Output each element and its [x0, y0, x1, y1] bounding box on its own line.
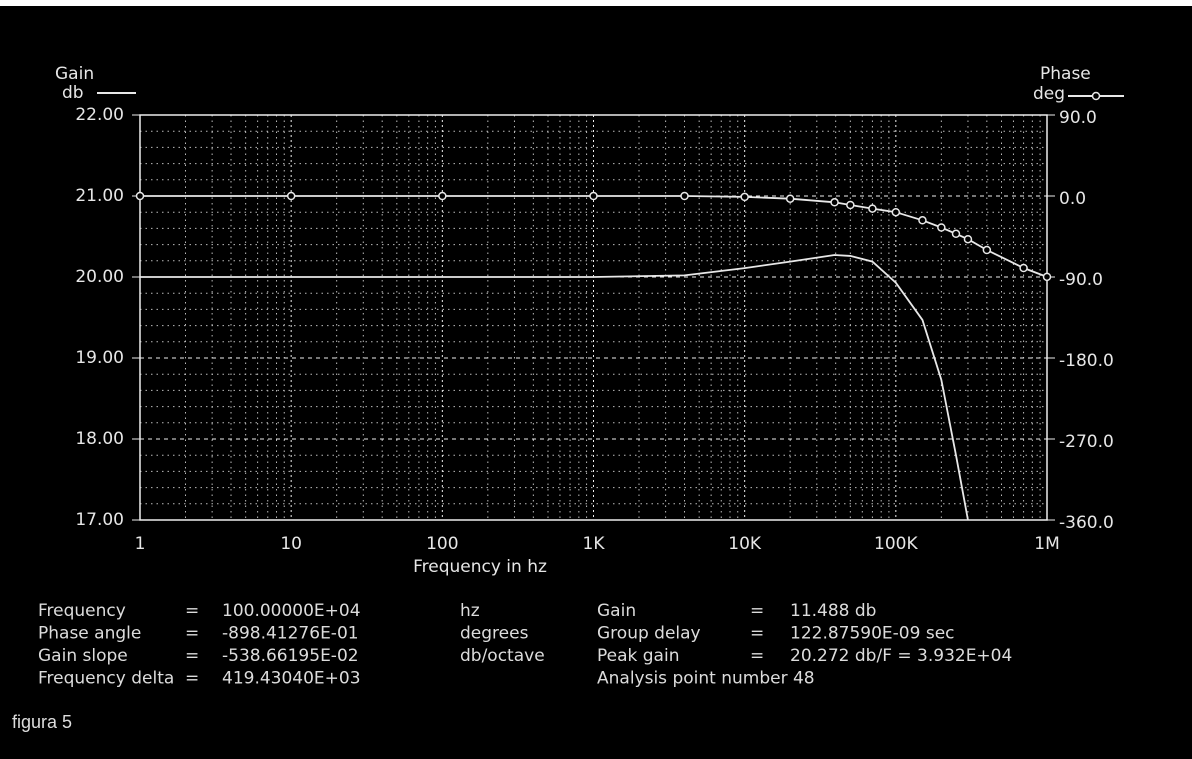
y-tick-label: 21.00 — [75, 186, 124, 206]
series-line — [140, 254, 969, 521]
series-marker — [785, 194, 795, 203]
series-marker — [937, 223, 946, 232]
x-tick-label: 10 — [280, 534, 302, 554]
readout-text: Peak gain — [597, 646, 679, 666]
y-tick-label: 22.00 — [75, 105, 124, 125]
y2-tick-label: 90.0 — [1059, 108, 1097, 128]
series-marker — [846, 200, 855, 210]
readout-text: 100.00000E+04 — [222, 601, 361, 621]
series-marker — [830, 198, 839, 207]
series-marker — [589, 191, 598, 201]
readout-text: -538.66195E-02 — [222, 646, 359, 666]
series-marker — [918, 216, 927, 225]
y2-tick-label: -180.0 — [1059, 351, 1114, 371]
readout-text: Frequency — [38, 601, 126, 621]
readout-text: 122.87590E-09 sec — [790, 624, 955, 644]
series-marker — [286, 191, 296, 201]
readout-text: = — [185, 601, 199, 621]
readout-text: Phase angle — [38, 624, 141, 644]
y-axis-title: Gain — [55, 64, 94, 84]
readout-text: Frequency delta — [38, 669, 174, 689]
series-marker — [680, 191, 689, 201]
y-tick-label: 19.00 — [75, 348, 124, 368]
readout-text: hz — [460, 601, 480, 621]
x-tick-label: 100K — [874, 534, 918, 554]
readout-text: db/octave — [460, 646, 545, 666]
legend-phase-marker — [1091, 91, 1101, 101]
x-tick-label: 1 — [135, 534, 146, 554]
readout-text: Gain — [597, 601, 636, 621]
series-marker — [740, 192, 749, 202]
readout-text: = — [185, 669, 199, 689]
y2-tick-label: -90.0 — [1059, 270, 1103, 290]
plot-frame — [139, 114, 1048, 521]
readout-text: Group delay — [597, 624, 701, 644]
x-tick-label: 100 — [426, 534, 458, 554]
y2-axis-unit: deg — [1033, 84, 1065, 104]
y2-tick-label: -360.0 — [1059, 513, 1114, 533]
readout-text: = — [185, 624, 199, 644]
readout-text: Gain slope — [38, 646, 128, 666]
readout-text: = — [750, 646, 764, 666]
readout-text: 11.488 db — [790, 601, 876, 621]
readout-text: degrees — [460, 624, 529, 644]
series-marker — [963, 234, 973, 244]
caption: figura 5 — [12, 712, 72, 732]
readout-text: 419.43040E+03 — [222, 669, 361, 689]
y-tick-label: 17.00 — [75, 510, 124, 530]
y2-axis-title: Phase — [1040, 64, 1091, 84]
series-marker — [1042, 272, 1052, 282]
top-border — [0, 0, 1192, 6]
readout-text: = — [185, 646, 199, 666]
series-marker — [982, 245, 992, 255]
series-marker — [951, 229, 961, 239]
readout-text: = — [750, 624, 764, 644]
readout-text: Analysis point number 48 — [597, 669, 815, 689]
x-axis-title: Frequency in hz — [413, 557, 547, 577]
y-axis-unit: db — [62, 83, 84, 103]
readout-text: 20.272 db/F = 3.932E+04 — [790, 646, 1012, 666]
x-tick-label: 1M — [1034, 534, 1059, 554]
y-tick-label: 18.00 — [75, 429, 124, 449]
series-marker — [135, 191, 145, 201]
readout-text: -898.41276E-01 — [222, 624, 359, 644]
series-marker — [891, 207, 901, 217]
y-tick-label: 20.00 — [75, 267, 124, 287]
series-marker — [438, 191, 447, 201]
readout-text: = — [750, 601, 764, 621]
y2-tick-label: -270.0 — [1059, 432, 1114, 452]
y2-tick-label: 0.0 — [1059, 189, 1086, 209]
series-marker — [1019, 263, 1028, 273]
series-marker — [868, 204, 877, 213]
x-tick-label: 1K — [583, 534, 606, 554]
x-tick-label: 10K — [728, 534, 762, 554]
